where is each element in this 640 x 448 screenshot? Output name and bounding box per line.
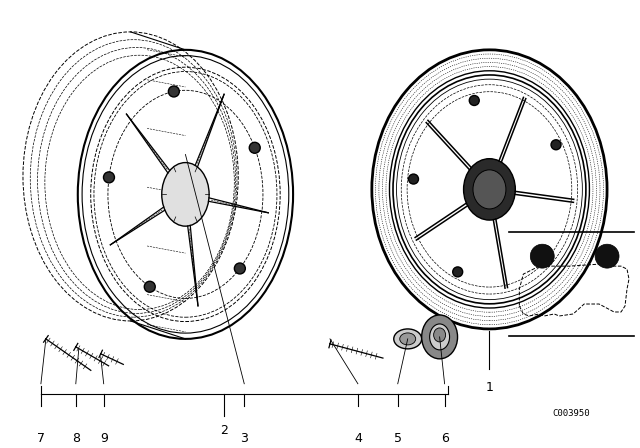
Ellipse shape [394, 329, 422, 349]
Text: 7: 7 [37, 431, 45, 444]
Text: 9: 9 [100, 431, 108, 444]
Circle shape [452, 267, 463, 277]
Circle shape [168, 86, 179, 97]
Text: 6: 6 [441, 431, 449, 444]
Text: 1: 1 [486, 381, 493, 394]
Circle shape [531, 244, 554, 268]
Ellipse shape [473, 170, 506, 209]
Circle shape [234, 263, 245, 274]
Ellipse shape [400, 333, 416, 345]
Ellipse shape [463, 159, 515, 220]
Ellipse shape [434, 328, 445, 342]
Circle shape [469, 95, 479, 105]
Text: 2: 2 [220, 424, 228, 437]
Text: 3: 3 [240, 431, 248, 444]
Circle shape [541, 246, 551, 256]
Text: 4: 4 [354, 431, 362, 444]
Text: 8: 8 [72, 431, 80, 444]
Ellipse shape [429, 324, 449, 350]
Ellipse shape [162, 163, 209, 226]
Circle shape [144, 281, 156, 292]
Circle shape [104, 172, 115, 183]
Circle shape [595, 244, 619, 268]
Circle shape [551, 140, 561, 150]
Circle shape [408, 174, 419, 184]
Text: C003950: C003950 [552, 409, 590, 418]
Circle shape [249, 142, 260, 153]
Text: 5: 5 [394, 431, 402, 444]
Ellipse shape [422, 315, 458, 359]
